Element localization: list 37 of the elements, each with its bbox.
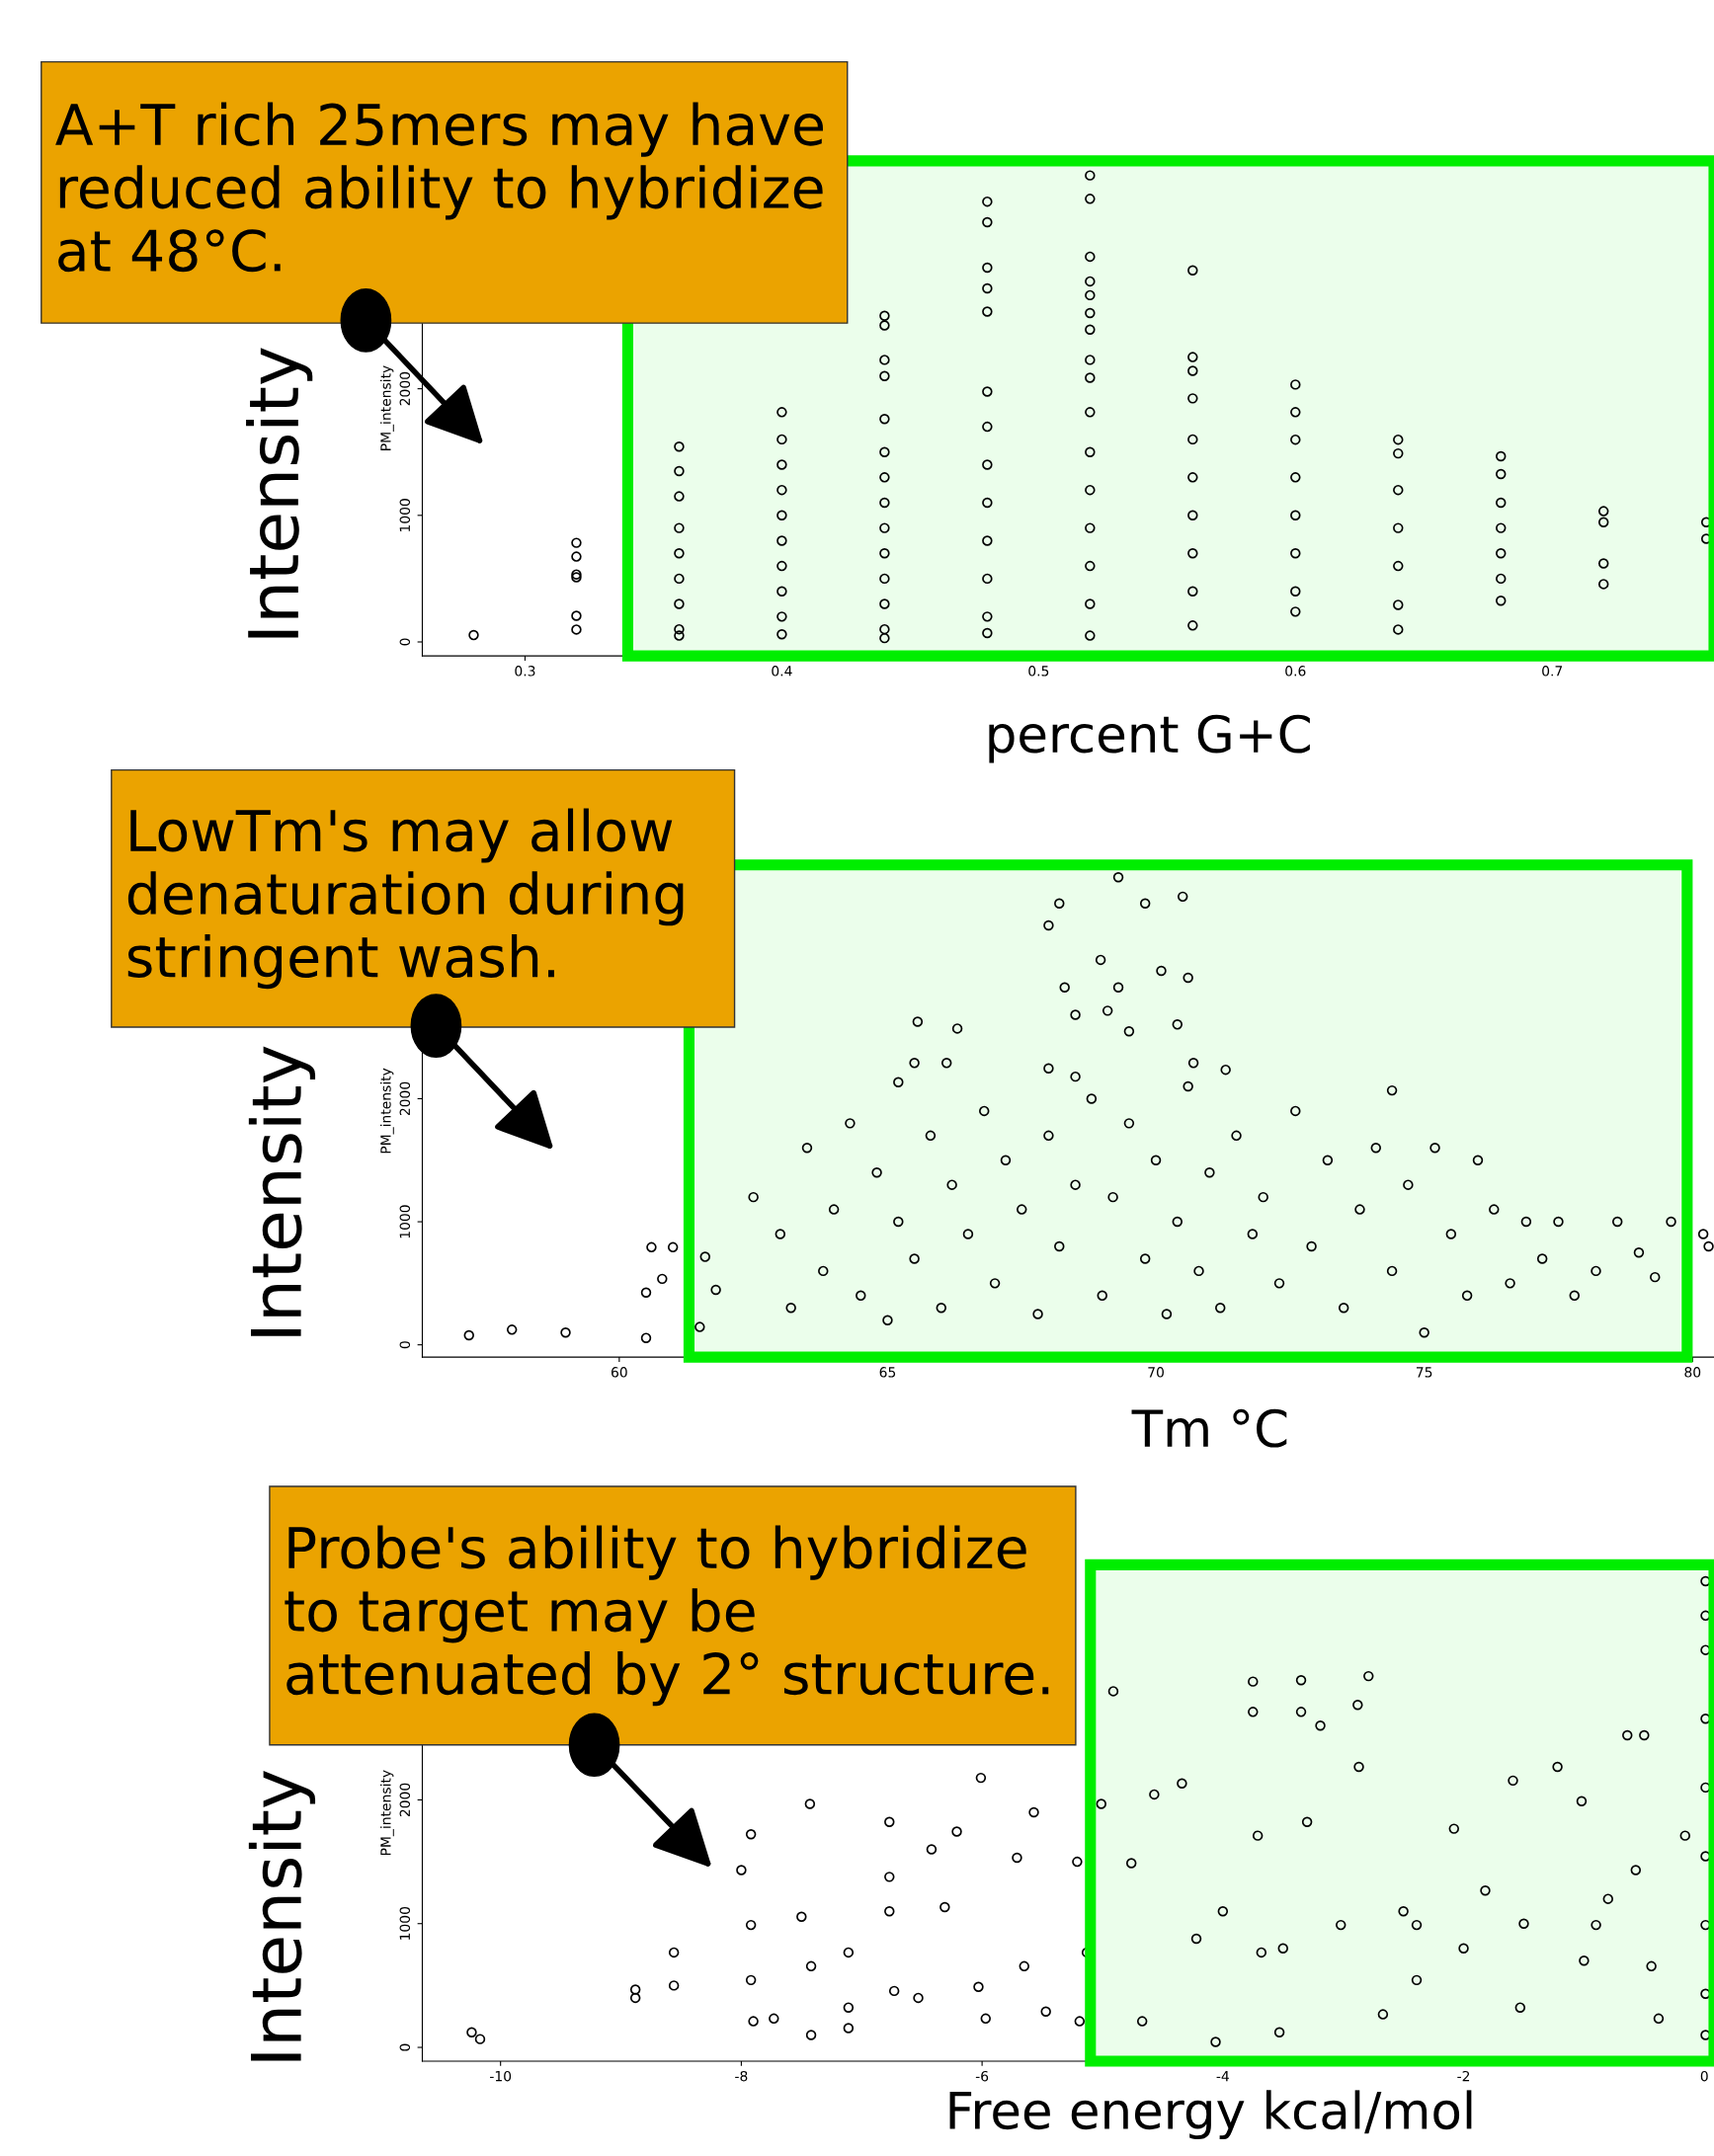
- y-tick-label: 0: [399, 2043, 411, 2051]
- x-tick-label: 60: [611, 1367, 627, 1378]
- y-tick-label: 1000: [399, 1205, 411, 1238]
- x-tick-label: 75: [1416, 1367, 1432, 1378]
- x-tick-label: 0.3: [515, 666, 535, 677]
- x-tick-label: -2: [1457, 2070, 1470, 2082]
- x-tick-label: 0.4: [772, 666, 792, 677]
- text: Intensity: [248, 1046, 316, 1336]
- x-tick-label: -6: [975, 2070, 989, 2082]
- x-tick-label: 0.5: [1028, 666, 1049, 677]
- x-axis-title: percent G+C: [989, 714, 1310, 763]
- x-tick-label: 0.6: [1285, 666, 1306, 677]
- x-tick-label: 70: [1148, 1367, 1164, 1378]
- y-tick-label: 0: [399, 1341, 411, 1349]
- x-tick-label: 0: [1700, 2070, 1708, 2082]
- y-tick-label: 1000: [399, 499, 411, 531]
- x-axis-title: Free energy kcal/mol: [949, 2090, 1472, 2140]
- x-tick-label: 65: [879, 1367, 896, 1378]
- x-axis-title: Tm °C: [1131, 1408, 1287, 1448]
- y-tick-label: 2000: [399, 1081, 411, 1116]
- annotation: A+T rich 25mers may have reduced ability to hybridize at 48°C.: [55, 102, 823, 273]
- x-tick-label: -8: [735, 2070, 748, 2082]
- y-tick-label: 0: [399, 638, 411, 646]
- text: Intensity: [246, 348, 313, 638]
- x-tick-label: -10: [490, 2070, 512, 2082]
- y-axis-title: PM_intensity: [379, 1770, 394, 1856]
- y-axis-title: PM_intensity: [379, 365, 394, 450]
- y-tick-label: 2000: [399, 371, 411, 406]
- text: Intensity: [248, 1771, 316, 2061]
- y-axis-title: PM_intensity: [379, 1068, 394, 1154]
- annotation: LowTm's may allow denaturation during stringent wash.: [127, 808, 684, 990]
- x-tick-label: 0.7: [1542, 666, 1563, 677]
- y-tick-label: 2000: [399, 1783, 411, 1817]
- y-tick-label: 1000: [399, 1906, 411, 1940]
- x-tick-label: -4: [1216, 2071, 1229, 2082]
- annotation: Probe's ability to hybridize to target may be attenuated by 2° structure.: [285, 1525, 1049, 1707]
- x-tick-label: 80: [1684, 1367, 1701, 1378]
